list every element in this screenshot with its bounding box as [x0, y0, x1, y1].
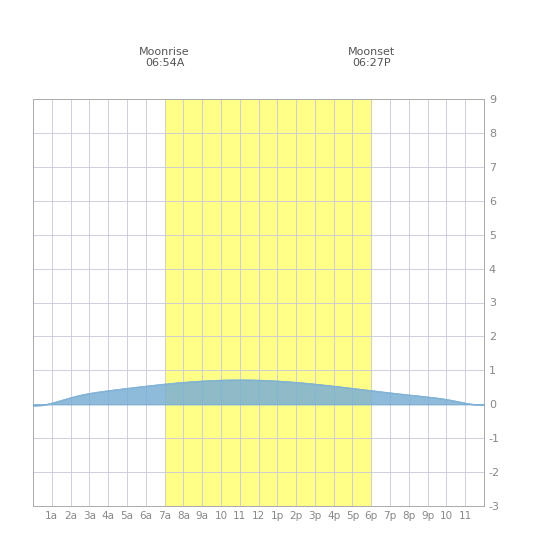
Bar	[164, 99, 371, 506]
Text: Moonrise
06:54A: Moonrise 06:54A	[139, 47, 190, 69]
Text: Moonset
06:27P: Moonset 06:27P	[348, 47, 395, 69]
